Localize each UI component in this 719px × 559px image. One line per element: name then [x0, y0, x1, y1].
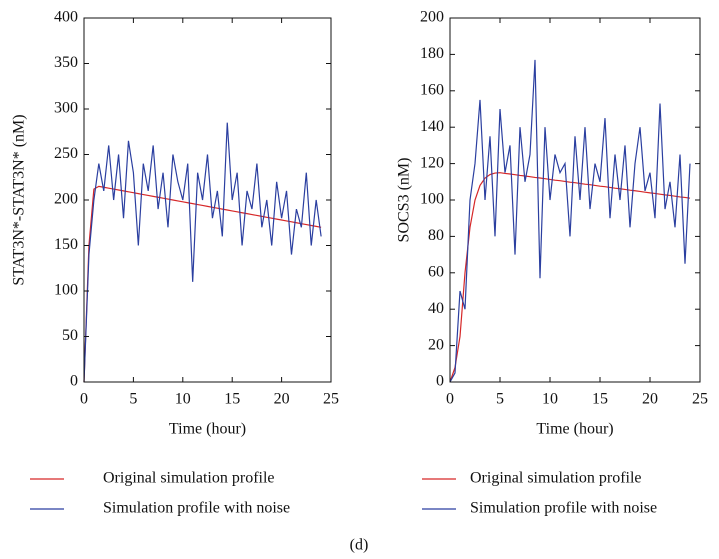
y-tick-label: 140	[420, 118, 444, 135]
x-tick-label: 25	[323, 391, 339, 408]
plot-frame	[449, 17, 701, 383]
y-tick-label: 60	[428, 263, 444, 280]
y-tick-label: 150	[54, 236, 78, 253]
legend-label: Simulation profile with noise	[470, 500, 657, 517]
x-axis-label: Time (hour)	[536, 421, 613, 438]
series-line	[83, 122, 322, 383]
x-tick-label: 0	[80, 391, 88, 408]
y-tick-label: 0	[436, 373, 444, 390]
y-tick-label: 200	[420, 9, 444, 26]
y-tick-label: 50	[62, 327, 78, 344]
y-tick-label: 80	[428, 227, 444, 244]
y-tick-label: 180	[420, 45, 444, 62]
x-tick-label: 15	[224, 391, 240, 408]
y-tick-label: 100	[54, 282, 78, 299]
x-tick-label: 20	[642, 391, 658, 408]
x-tick-label: 5	[496, 391, 504, 408]
plot-frame	[83, 17, 332, 383]
y-tick-label: 200	[54, 191, 78, 208]
y-tick-label: 20	[428, 336, 444, 353]
legend-label: Original simulation profile	[103, 470, 275, 487]
series-line	[449, 59, 691, 383]
y-tick-label: 400	[54, 9, 78, 26]
x-tick-label: 25	[692, 391, 708, 408]
y-tick-label: 300	[54, 100, 78, 117]
x-tick-label: 5	[129, 391, 137, 408]
y-axis-label: STAT3N*-STAT3N* (nM)	[11, 114, 28, 285]
caption: (d)	[350, 537, 369, 554]
series-line	[83, 185, 322, 383]
x-tick-label: 15	[592, 391, 608, 408]
legend-label: Original simulation profile	[470, 470, 642, 487]
y-tick-label: 250	[54, 145, 78, 162]
y-tick-label: 160	[420, 81, 444, 98]
y-tick-label: 350	[54, 54, 78, 71]
x-tick-label: 0	[446, 391, 454, 408]
y-axis-label: SOCS3 (nM)	[396, 158, 413, 243]
y-tick-label: 100	[420, 191, 444, 208]
legend-label: Simulation profile with noise	[103, 500, 290, 517]
x-axis-label: Time (hour)	[169, 421, 246, 438]
y-tick-label: 120	[420, 154, 444, 171]
y-tick-label: 40	[428, 300, 444, 317]
y-tick-label: 0	[70, 373, 78, 390]
series-line	[449, 172, 691, 383]
x-tick-label: 10	[542, 391, 558, 408]
x-tick-label: 10	[175, 391, 191, 408]
x-tick-label: 20	[274, 391, 290, 408]
